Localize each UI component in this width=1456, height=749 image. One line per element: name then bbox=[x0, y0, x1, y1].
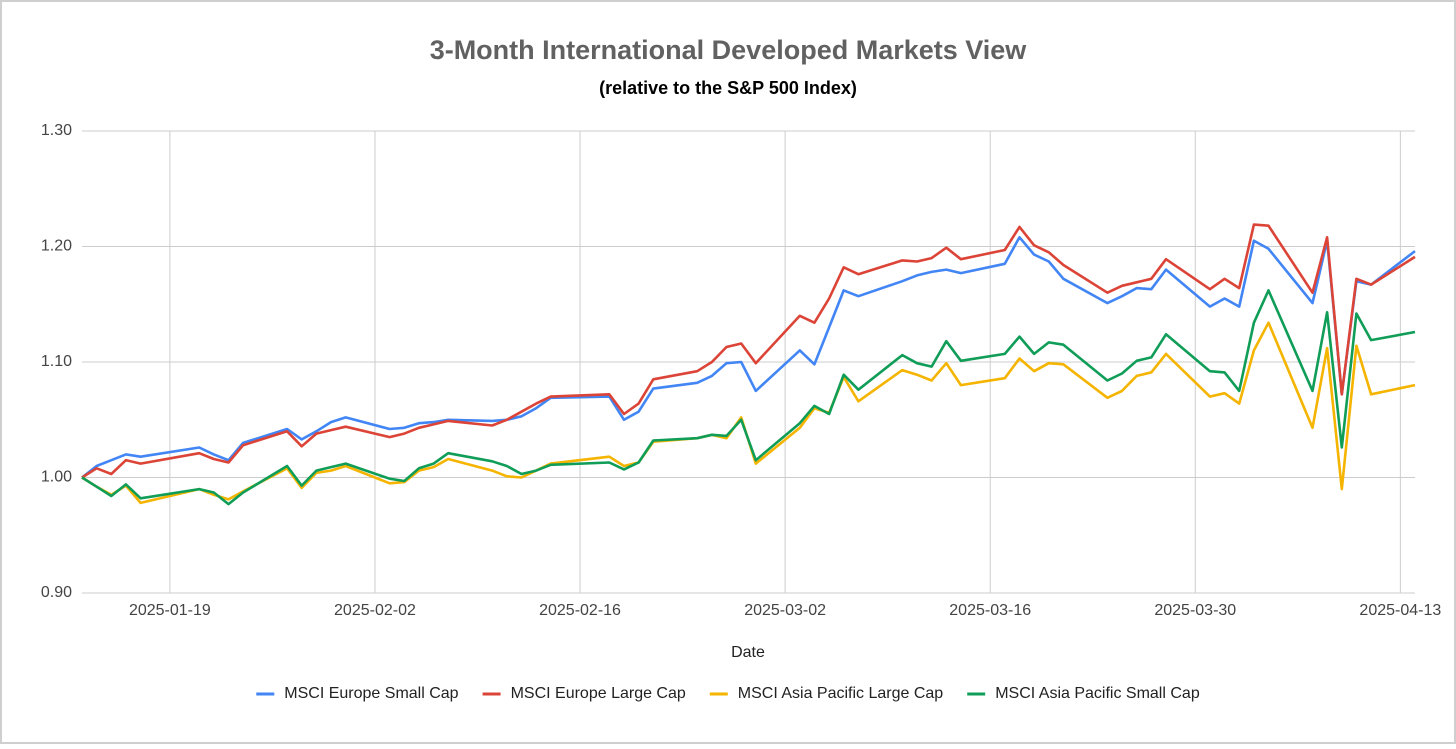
y-tick-label: 1.10 bbox=[41, 353, 72, 370]
line-series bbox=[81, 223, 1416, 479]
line-series bbox=[81, 236, 1416, 479]
legend-item: MSCI Asia Pacific Large Cap bbox=[709, 685, 944, 702]
chart-title: 3-Month International Developed Markets … bbox=[430, 35, 1028, 65]
legend-label: MSCI Asia Pacific Small Cap bbox=[995, 685, 1200, 702]
x-tick-label: 2025-03-16 bbox=[949, 602, 1031, 619]
x-tick-label: 2025-02-16 bbox=[539, 602, 621, 619]
y-tick-label: 1.00 bbox=[41, 469, 72, 486]
x-tick-label: 2025-03-30 bbox=[1154, 602, 1236, 619]
legend-label: MSCI Europe Large Cap bbox=[511, 685, 686, 702]
x-tick-label: 2025-01-19 bbox=[129, 602, 211, 619]
x-tick-label: 2025-03-02 bbox=[744, 602, 826, 619]
x-axis-label: Date bbox=[731, 644, 765, 661]
x-tick-label: 2025-04-13 bbox=[1359, 602, 1441, 619]
line-series bbox=[81, 289, 1416, 506]
legend-label: MSCI Europe Small Cap bbox=[284, 685, 458, 702]
legend-item: MSCI Asia Pacific Small Cap bbox=[967, 685, 1200, 702]
y-tick-label: 1.30 bbox=[41, 122, 72, 139]
legend: MSCI Europe Small Cap MSCI Europe Large C… bbox=[256, 685, 1200, 702]
y-tick-label: 0.90 bbox=[41, 584, 72, 601]
chart-subtitle: (relative to the S&P 500 Index) bbox=[599, 78, 857, 98]
legend-item: MSCI Europe Small Cap bbox=[256, 685, 459, 702]
legend-item: MSCI Europe Large Cap bbox=[482, 685, 686, 702]
grid bbox=[82, 130, 1415, 594]
x-tick-label: 2025-02-02 bbox=[334, 602, 416, 619]
y-tick-label: 1.20 bbox=[41, 238, 72, 255]
legend-label: MSCI Asia Pacific Large Cap bbox=[738, 685, 944, 702]
